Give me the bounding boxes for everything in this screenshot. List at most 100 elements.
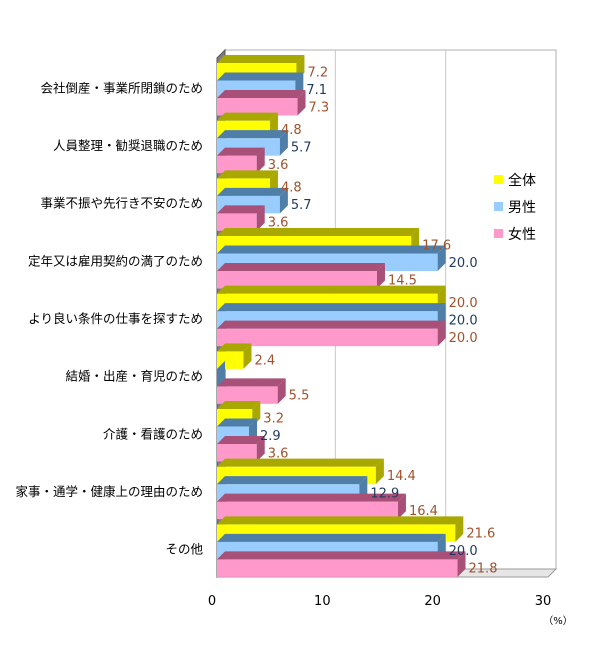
bar-top-7-1	[217, 476, 368, 485]
bar-top-2-1	[217, 187, 288, 196]
legend-label-0: 全体	[508, 172, 536, 189]
bar-top-6-0	[217, 401, 261, 409]
bar-side-8-2	[457, 551, 466, 577]
bar-side-1-2	[256, 147, 265, 174]
bar-top-0-1	[217, 72, 304, 81]
bar-top-8-1	[217, 533, 446, 542]
category-label-4: より良い条件の仕事を探すため	[28, 311, 203, 326]
data-label-7-0: 14.4	[387, 469, 416, 484]
x-unit-label: （%）	[543, 615, 573, 627]
category-label-3: 定年又は雇用契約の満了のため	[28, 253, 203, 268]
legend-swatch-1	[494, 202, 503, 211]
category-label-7: 家事・通学・健康上の理由のため	[15, 484, 203, 499]
bar-6-2	[217, 444, 257, 462]
bar-side-0-2	[297, 90, 306, 116]
bar-2-2	[217, 213, 257, 231]
bar-side-2-1	[279, 187, 288, 214]
bar-top-8-2	[217, 551, 466, 560]
x-tick-label-1: 10	[314, 594, 331, 609]
bar-side-6-2	[256, 436, 265, 462]
bar-top-4-2	[217, 320, 446, 329]
bar-top-2-0	[217, 170, 278, 179]
legend-swatch-2	[494, 229, 503, 238]
data-labels: 7.27.17.34.85.73.64.85.73.617.620.014.52…	[254, 65, 497, 576]
bar-side-5-0	[243, 343, 252, 369]
category-label-1: 人員整理・勧奨退職のため	[53, 138, 203, 153]
bar-7-2	[217, 501, 398, 520]
data-label-8-0: 21.6	[466, 527, 495, 542]
data-label-6-2: 3.6	[268, 446, 289, 461]
data-label-1-0: 4.8	[281, 123, 302, 138]
bar-top-8-0	[217, 516, 464, 525]
bar-top-5-0	[217, 343, 252, 352]
data-label-5-2: 5.5	[289, 389, 310, 404]
data-label-1-2: 3.6	[268, 158, 289, 173]
bar-top-0-2	[217, 90, 306, 98]
bar-side-2-2	[256, 205, 265, 231]
bar-top-3-2	[217, 263, 385, 271]
data-label-0-1: 7.1	[306, 83, 327, 98]
data-label-4-1: 20.0	[449, 313, 478, 328]
bar-side-5-2	[277, 378, 286, 404]
data-label-7-1: 12.9	[370, 486, 399, 501]
category-label-8: その他	[165, 542, 203, 557]
bar-side-8-0	[455, 516, 464, 542]
bar-side-5-1	[217, 360, 225, 387]
bar-side-1-1	[279, 130, 288, 156]
bar-8-2	[217, 559, 458, 577]
legend-label-1: 男性	[508, 200, 536, 216]
bar-side-4-2	[437, 320, 446, 347]
bar-top-0-0	[217, 55, 305, 63]
data-label-0-0: 7.2	[307, 65, 328, 80]
data-label-3-1: 20.0	[449, 256, 478, 271]
bar-top-3-0	[217, 228, 420, 236]
data-label-6-0: 3.2	[263, 411, 284, 426]
bar-4-2	[217, 328, 438, 347]
bar-top-2-2	[217, 205, 265, 214]
data-label-6-1: 2.9	[260, 429, 281, 444]
data-label-7-2: 16.4	[409, 504, 438, 519]
category-label-0: 会社倒産・事業所閉鎖のため	[40, 80, 203, 95]
data-label-3-0: 17.6	[422, 238, 451, 253]
bar-top-1-0	[217, 112, 278, 121]
bar-side-7-0	[375, 458, 384, 485]
legend-label-2: 女性	[508, 226, 536, 243]
data-label-3-2: 14.5	[388, 273, 417, 288]
x-tick-label-3: 30	[535, 594, 552, 609]
data-label-4-0: 20.0	[449, 296, 478, 311]
category-label-5: 結婚・出産・育児のため	[65, 369, 203, 384]
bar-top-4-0	[217, 285, 446, 294]
category-label-2: 事業不振や先行き不安のため	[40, 196, 203, 211]
bar-5-2	[217, 386, 278, 404]
data-label-0-2: 7.3	[309, 100, 330, 115]
bar-top-6-2	[217, 436, 265, 444]
data-label-8-2: 21.8	[469, 562, 498, 577]
data-label-2-2: 3.6	[268, 216, 289, 231]
bar-top-7-0	[217, 458, 384, 467]
category-labels: 会社倒産・事業所閉鎖のため人員整理・勧奨退職のため事業不振や先行き不安のため定年…	[15, 80, 203, 556]
data-label-2-0: 4.8	[281, 181, 302, 196]
bar-top-5-2	[217, 378, 286, 387]
x-tick-label-0: 0	[208, 594, 216, 609]
category-label-6: 介護・看護のため	[103, 426, 203, 441]
bar-side-3-1	[437, 245, 446, 271]
data-label-2-1: 5.7	[291, 198, 312, 213]
data-label-5-0: 2.4	[254, 354, 275, 369]
data-label-8-1: 20.0	[449, 544, 478, 559]
legend-swatch-0	[494, 175, 503, 184]
x-tick-label-2: 20	[424, 594, 441, 609]
bar-top-4-1	[217, 303, 446, 312]
bar-top-6-1	[217, 418, 257, 427]
bar-1-2	[217, 155, 257, 174]
x-axis: 0 10 20 30 （%）	[208, 594, 573, 627]
data-label-4-2: 20.0	[449, 331, 478, 346]
bar-top-1-1	[217, 130, 288, 139]
bar-side-3-2	[376, 263, 385, 289]
bar-3-2	[217, 271, 377, 289]
bar-top-3-1	[217, 245, 446, 254]
bar-0-2	[217, 98, 298, 116]
data-label-1-1: 5.7	[291, 140, 312, 155]
